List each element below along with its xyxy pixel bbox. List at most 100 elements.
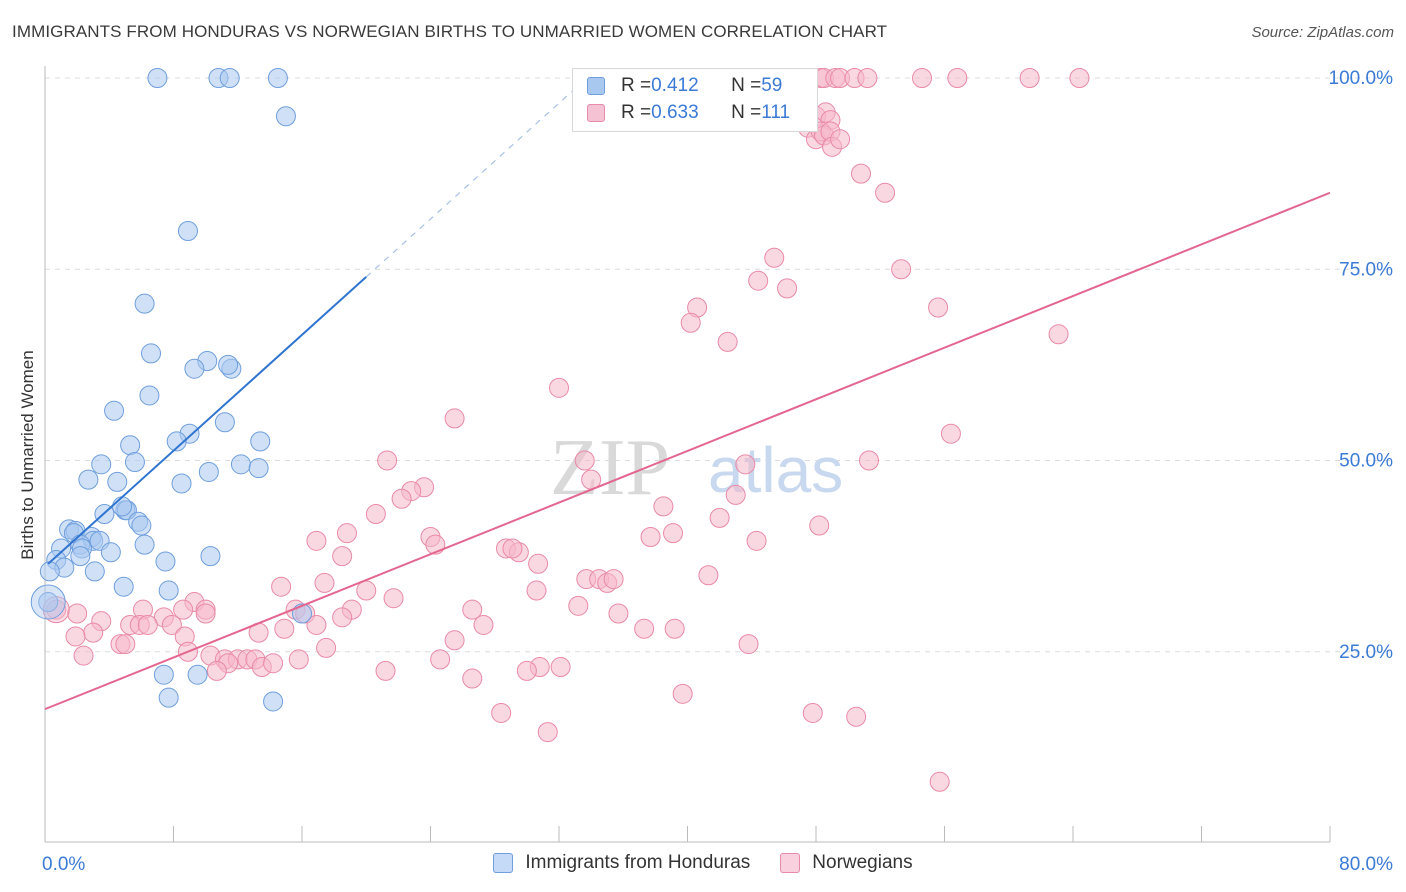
norwegians-point	[608, 603, 629, 624]
norwegians-point	[549, 377, 569, 398]
norwegians-point	[746, 530, 767, 551]
norwegians-point	[550, 657, 571, 678]
honduras-point	[38, 592, 59, 613]
legend-r-value: 0.633	[651, 102, 699, 123]
norwegians-point	[928, 297, 949, 318]
legend-r-value: 0.412	[651, 75, 699, 96]
y-tick-label: 75.0%	[1339, 259, 1393, 280]
honduras-point	[187, 664, 208, 685]
norwegians-point	[316, 637, 337, 658]
norwegians-point	[748, 270, 769, 291]
legend-n-label: N =	[731, 75, 762, 96]
norwegians-point	[526, 580, 547, 601]
honduras-point	[100, 542, 121, 563]
norwegians-point	[444, 408, 465, 429]
trend-lines	[44, 73, 1331, 711]
norwegians-point	[725, 484, 746, 505]
norwegians-point	[462, 668, 483, 689]
legend-r-label: R =	[621, 75, 652, 96]
legend-r-label: R =	[621, 102, 652, 123]
norwegians-point	[850, 163, 871, 184]
honduras-point	[200, 546, 221, 567]
norwegians-point	[709, 507, 730, 528]
norwegians-point	[161, 614, 182, 635]
honduras-point	[91, 454, 112, 475]
norwegians-point	[802, 702, 823, 723]
norwegians-point	[537, 722, 558, 743]
honduras-point	[112, 496, 133, 517]
honduras-point	[184, 358, 205, 379]
legend-item-norwegians: Norwegians	[780, 852, 913, 874]
norwegians-point	[263, 653, 284, 674]
legend-n-value: 111	[761, 102, 791, 123]
norwegians-point	[929, 771, 950, 792]
norwegians-point	[735, 454, 756, 475]
norwegians-point	[859, 450, 880, 471]
norwegians-point	[940, 423, 961, 444]
norwegians-point	[115, 634, 136, 655]
honduras-trend-line	[47, 276, 367, 565]
norwegians-point	[67, 603, 88, 624]
norwegians-point	[528, 553, 549, 574]
legend-swatch-blue	[493, 853, 514, 873]
norwegians-point	[912, 68, 933, 88]
honduras-point	[171, 473, 192, 494]
legend-label-honduras: Immigrants from Honduras	[525, 852, 751, 873]
grid-lines	[45, 77, 1395, 653]
norwegians-point	[336, 523, 357, 544]
legend-n-label: N =	[731, 102, 762, 123]
honduras-point	[104, 400, 125, 421]
watermark: ZIP atlas	[550, 424, 843, 512]
x-tick-label: 0.0%	[42, 854, 85, 875]
norwegians-point	[274, 618, 295, 639]
x-tick-label: 80.0%	[1339, 854, 1393, 875]
norwegians-point	[1069, 68, 1090, 88]
norwegians-point	[891, 259, 912, 280]
honduras-trend-extension	[365, 73, 592, 278]
y-tick-label: 100.0%	[1329, 68, 1394, 89]
norwegians-point	[332, 607, 353, 628]
norwegians-point	[462, 599, 483, 620]
legend-swatch-blue	[587, 77, 605, 95]
tick-labels: 25.0% 50.0% 75.0% 100.0% 0.0% 80.0%	[42, 68, 1393, 875]
norwegians-point	[73, 645, 94, 666]
honduras-point	[153, 664, 174, 685]
norwegians-point	[83, 622, 104, 643]
norwegians-point	[857, 68, 878, 88]
norwegians-point	[377, 450, 398, 471]
honduras-point	[219, 68, 240, 88]
honduras-point	[218, 354, 239, 375]
norwegians-point	[314, 572, 335, 593]
norwegians-point	[809, 515, 830, 536]
honduras-point	[147, 68, 168, 88]
norwegians-point	[430, 649, 451, 670]
honduras-point	[39, 561, 60, 582]
norwegians-point	[365, 504, 386, 525]
norwegians-point	[672, 683, 693, 704]
legend-label-norwegians: Norwegians	[812, 852, 913, 873]
series-legend: Immigrants from Honduras Norwegians	[0, 852, 1406, 874]
honduras-point	[275, 106, 296, 127]
honduras-point	[141, 343, 162, 364]
norwegians-point	[1019, 68, 1040, 88]
honduras-point	[158, 687, 179, 708]
honduras-point-large	[30, 584, 66, 620]
norwegians-point	[663, 523, 684, 544]
norwegians-point	[502, 538, 523, 559]
norwegians-point	[634, 618, 655, 639]
honduras-point	[214, 412, 235, 433]
norwegians-point	[271, 576, 292, 597]
norwegians-point	[698, 565, 719, 586]
honduras-point	[198, 461, 219, 482]
legend-row-norwegians: R = 0.633 N = 111	[587, 100, 790, 126]
y-tick-label: 50.0%	[1339, 451, 1393, 472]
norwegians-trend-line	[44, 191, 1331, 711]
norwegians-point	[306, 530, 327, 551]
norwegians-point	[947, 68, 968, 88]
norwegians-point	[640, 527, 661, 547]
honduras-point	[230, 454, 251, 475]
norwegians-point	[491, 702, 512, 723]
source-credit: Source: ZipAtlas.com	[1251, 24, 1394, 41]
norwegians-point	[777, 278, 798, 299]
